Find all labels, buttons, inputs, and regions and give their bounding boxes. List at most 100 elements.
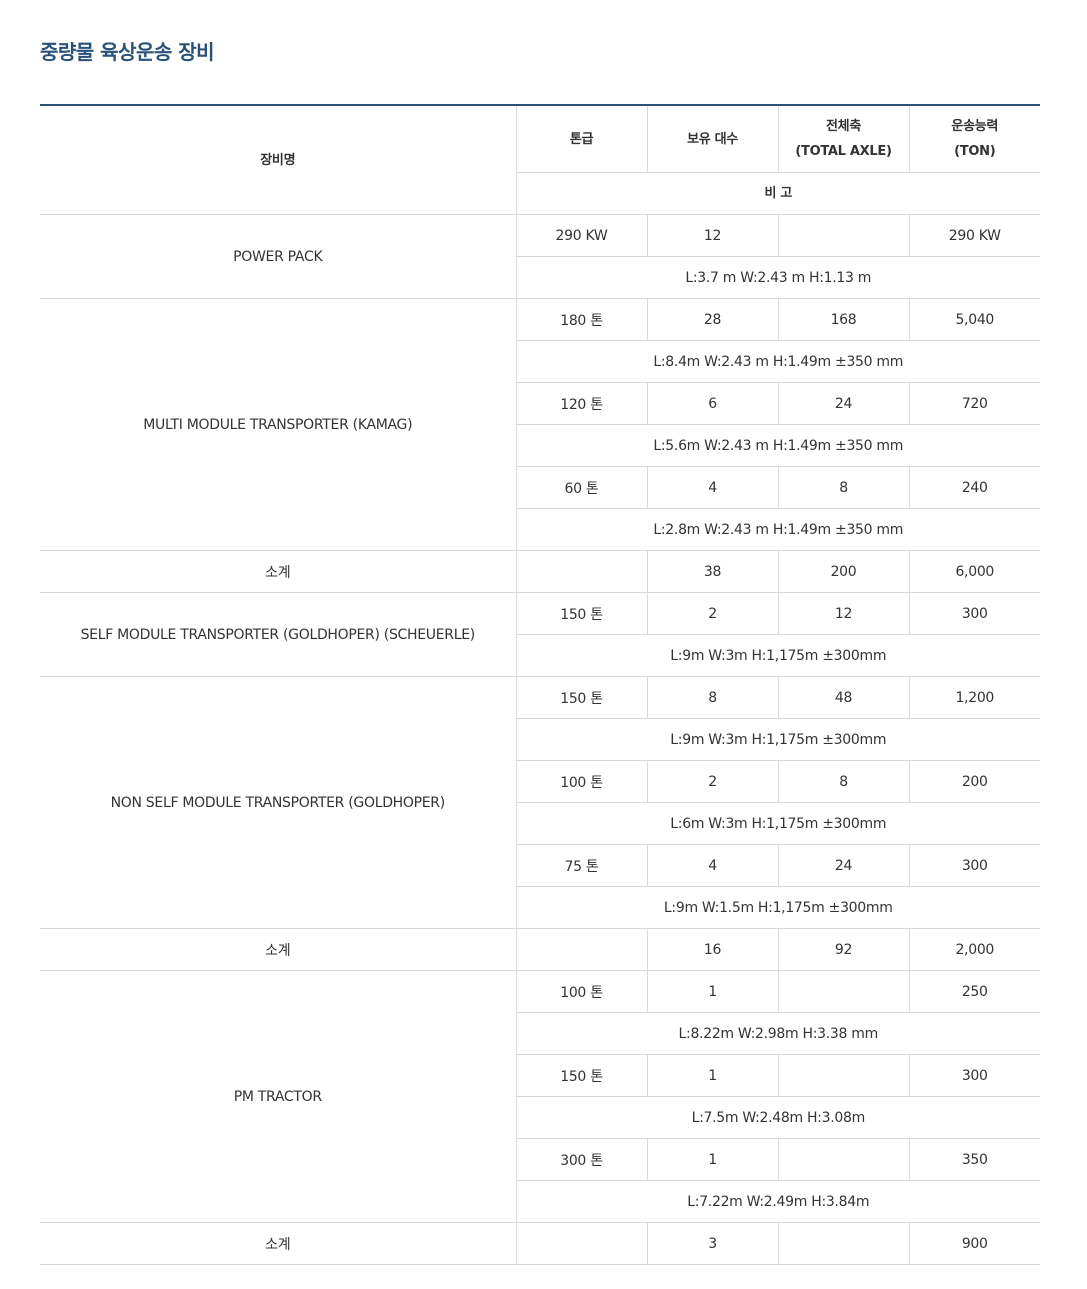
remark-cell: L:2.8m W:2.43 m H:1.49m ±350 mm xyxy=(515,508,1040,551)
table-row: 75 톤 4 24 300 xyxy=(40,844,1040,887)
count-cell: 4 xyxy=(646,844,778,887)
count-cell: 12 xyxy=(646,214,778,257)
grade-cell: 75 톤 xyxy=(515,844,647,887)
capacity-cell: 1,200 xyxy=(908,676,1040,719)
remark-cell: L:7.5m W:2.48m H:3.08m xyxy=(515,1096,1040,1139)
subtotal-row: 소계 38 200 6,000 xyxy=(40,550,1040,593)
subtotal-count: 16 xyxy=(646,928,778,971)
remark-cell: L:9m W:1.5m H:1,175m ±300mm xyxy=(515,886,1040,929)
header-capacity-line2: (TON) xyxy=(954,144,996,159)
subtotal-capacity: 2,000 xyxy=(908,928,1040,971)
count-cell: 2 xyxy=(646,760,778,803)
subtotal-count: 3 xyxy=(646,1222,778,1265)
grade-cell: 150 톤 xyxy=(515,592,647,635)
subtotal-axle: 92 xyxy=(777,928,909,971)
subtotal-count: 38 xyxy=(646,550,778,593)
remark-row: L:9m W:3m H:1,175m ±300mm xyxy=(40,718,1040,761)
axle-cell xyxy=(777,1054,909,1097)
remark-cell: L:3.7 m W:2.43 m H:1.13 m xyxy=(515,256,1040,299)
capacity-cell: 200 xyxy=(908,760,1040,803)
equipment-table: 장비명 톤급 보유 대수 전체축 (TOTAL AXLE) 운송능력 (TON)… xyxy=(40,104,1040,1265)
remark-row: L:7.22m W:2.49m H:3.84m xyxy=(40,1180,1040,1223)
remark-row: L:5.6m W:2.43 m H:1.49m ±350 mm xyxy=(40,424,1040,467)
axle-cell: 12 xyxy=(777,592,909,635)
axle-cell: 168 xyxy=(777,298,909,341)
equipment-name: NON SELF MODULE TRANSPORTER (GOLDHOPER) xyxy=(40,676,516,929)
subtotal-capacity: 900 xyxy=(908,1222,1040,1265)
table-row: SELF MODULE TRANSPORTER (GOLDHOPER) (SCH… xyxy=(40,592,1040,677)
header-count: 보유 대수 xyxy=(646,105,778,173)
remark-cell: L:8.22m W:2.98m H:3.38 mm xyxy=(515,1012,1040,1055)
capacity-cell: 250 xyxy=(908,970,1040,1013)
subtotal-row: 소계 3 900 xyxy=(40,1222,1040,1265)
subtotal-axle xyxy=(777,1222,909,1265)
subtotal-label: 소계 xyxy=(40,928,516,971)
grade-cell: 100 톤 xyxy=(515,760,647,803)
table-row: 120 톤 6 24 720 xyxy=(40,382,1040,425)
subtotal-grade xyxy=(515,1222,647,1265)
subtotal-grade xyxy=(515,550,647,593)
table-row: 300 톤 1 350 xyxy=(40,1138,1040,1181)
remark-cell: L:7.22m W:2.49m H:3.84m xyxy=(515,1180,1040,1223)
equipment-name: MULTI MODULE TRANSPORTER (KAMAG) xyxy=(40,298,516,551)
table-body: POWER PACK 290 KW 12 290 KW L:3.7 m W:2.43 m… xyxy=(40,214,1040,1265)
grade-cell: 120 톤 xyxy=(515,382,647,425)
table-row: 60 톤 4 8 240 xyxy=(40,466,1040,509)
axle-cell: 48 xyxy=(777,676,909,719)
header-remarks: 비 고 xyxy=(515,172,1040,215)
header-total-axle-line1: 전체축 xyxy=(826,119,861,134)
table-row: POWER PACK 290 KW 12 290 KW xyxy=(40,214,1040,299)
grade-cell: 290 KW xyxy=(515,214,647,257)
grade-cell: 300 톤 xyxy=(515,1138,647,1181)
subtotal-label: 소계 xyxy=(40,550,516,593)
capacity-cell: 5,040 xyxy=(908,298,1040,341)
page-title: 중량물 육상운송 장비 xyxy=(40,40,215,64)
count-cell: 2 xyxy=(646,592,778,635)
count-cell: 8 xyxy=(646,676,778,719)
grade-cell: 150 톤 xyxy=(515,676,647,719)
remark-cell: L:9m W:3m H:1,175m ±300mm xyxy=(515,634,1040,677)
remark-row: L:8.22m W:2.98m H:3.38 mm xyxy=(40,1012,1040,1055)
subtotal-capacity: 6,000 xyxy=(908,550,1040,593)
subtotal-grade xyxy=(515,928,647,971)
axle-cell: 24 xyxy=(777,844,909,887)
header-total-axle-line2: (TOTAL AXLE) xyxy=(795,144,892,159)
count-cell: 28 xyxy=(646,298,778,341)
header-remarks-row: 비 고 xyxy=(40,172,1040,215)
header-capacity-line1: 운송능력 xyxy=(951,119,999,134)
capacity-cell: 350 xyxy=(908,1138,1040,1181)
capacity-cell: 290 KW xyxy=(908,214,1040,257)
remark-row: L:3.7 m W:2.43 m H:1.13 m xyxy=(40,256,1040,299)
remark-row: L:2.8m W:2.43 m H:1.49m ±350 mm xyxy=(40,508,1040,551)
remark-cell: L:6m W:3m H:1,175m ±300mm xyxy=(515,802,1040,845)
header-capacity: 운송능력 (TON) xyxy=(908,105,1040,173)
remark-cell: L:9m W:3m H:1,175m ±300mm xyxy=(515,718,1040,761)
axle-cell xyxy=(777,214,909,257)
table-row: 150 톤 1 300 xyxy=(40,1054,1040,1097)
grade-cell: 180 톤 xyxy=(515,298,647,341)
grade-cell: 100 톤 xyxy=(515,970,647,1013)
table-row: NON SELF MODULE TRANSPORTER (GOLDHOPER) 1… xyxy=(40,676,1040,929)
table-row: PM TRACTOR 100 톤 1 250 xyxy=(40,970,1040,1223)
grade-cell: 60 톤 xyxy=(515,466,647,509)
remark-cell: L:8.4m W:2.43 m H:1.49m ±350 mm xyxy=(515,340,1040,383)
table-header: 장비명 톤급 보유 대수 전체축 (TOTAL AXLE) 운송능력 (TON)… xyxy=(40,105,1040,215)
count-cell: 1 xyxy=(646,970,778,1013)
header-total-axle: 전체축 (TOTAL AXLE) xyxy=(777,105,909,173)
header-grade: 톤급 xyxy=(515,105,647,173)
remark-row: L:8.4m W:2.43 m H:1.49m ±350 mm xyxy=(40,340,1040,383)
remark-row: L:7.5m W:2.48m H:3.08m xyxy=(40,1096,1040,1139)
remark-row: L:9m W:1.5m H:1,175m ±300mm xyxy=(40,886,1040,929)
count-cell: 1 xyxy=(646,1054,778,1097)
table-row: 100 톤 2 8 200 xyxy=(40,760,1040,803)
capacity-cell: 240 xyxy=(908,466,1040,509)
axle-cell: 24 xyxy=(777,382,909,425)
remark-row: L:9m W:3m H:1,175m ±300mm xyxy=(40,634,1040,677)
subtotal-axle: 200 xyxy=(777,550,909,593)
count-cell: 6 xyxy=(646,382,778,425)
equipment-name: PM TRACTOR xyxy=(40,970,516,1223)
table-row: MULTI MODULE TRANSPORTER (KAMAG) 180 톤 28 1… xyxy=(40,298,1040,551)
capacity-cell: 720 xyxy=(908,382,1040,425)
subtotal-row: 소계 16 92 2,000 xyxy=(40,928,1040,971)
